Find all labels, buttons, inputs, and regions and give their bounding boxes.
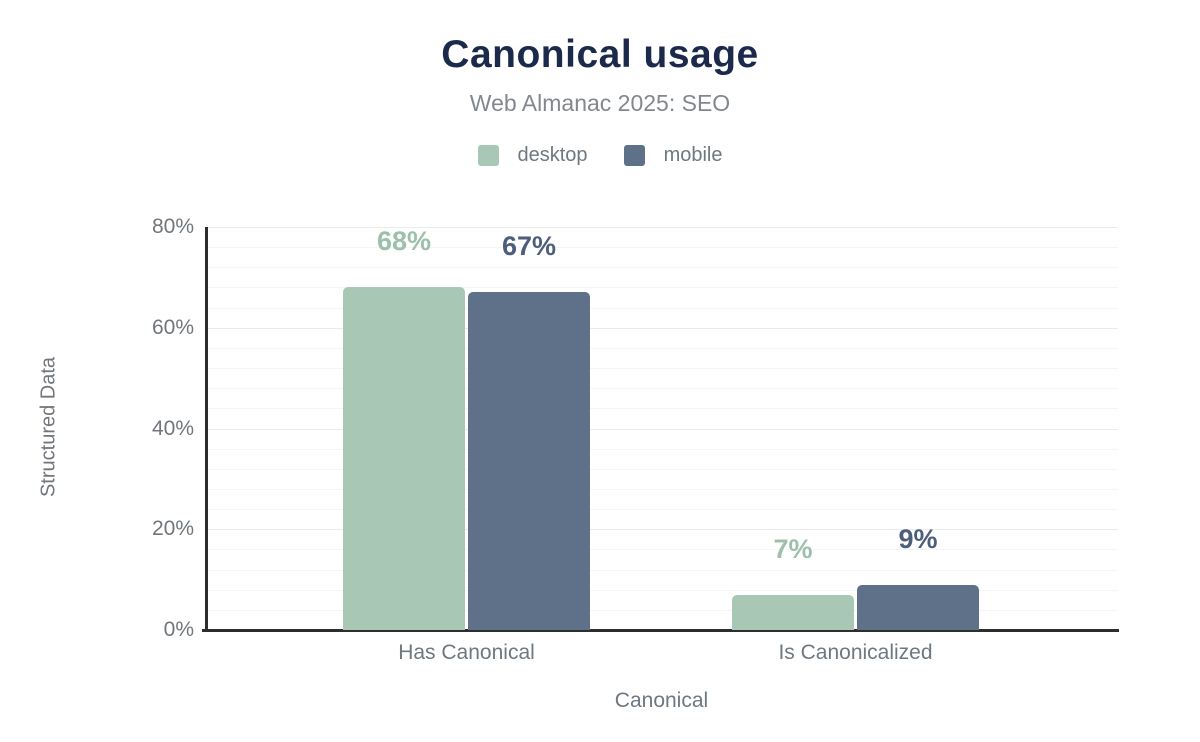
gridline: [206, 227, 1118, 228]
bar-desktop-1: [732, 594, 854, 630]
legend-label-desktop: desktop: [517, 144, 588, 166]
gridline: [206, 267, 1118, 269]
bar-desktop-0: [343, 287, 465, 630]
y-tick-label: 0%: [163, 618, 194, 641]
y-axis-line: [205, 227, 208, 631]
y-tick-label: 80%: [151, 215, 194, 238]
y-tick-label: 40%: [151, 416, 194, 440]
bar-mobile-0: [468, 292, 590, 630]
gridline: [206, 589, 1118, 591]
gridline: [206, 347, 1118, 349]
bar-mobile-1: [857, 584, 979, 630]
legend-item-mobile: mobile: [623, 144, 723, 167]
gridline: [206, 448, 1118, 450]
bar-value-label-desktop-0: 68%: [376, 226, 432, 257]
gridline: [206, 549, 1118, 551]
gridline: [206, 287, 1118, 289]
gridline: [206, 529, 1118, 531]
chart-title: Canonical usage: [441, 33, 759, 76]
gridline: [206, 327, 1118, 329]
gridline: [206, 388, 1118, 390]
y-tick-label: 20%: [151, 517, 194, 541]
gridline: [206, 368, 1118, 370]
gridline: [206, 569, 1118, 571]
legend-swatch-desktop-icon: [477, 145, 499, 166]
gridline: [206, 488, 1118, 490]
legend-swatch-mobile-icon: [623, 145, 645, 166]
x-axis-line: [202, 629, 1119, 632]
gridline: [206, 509, 1118, 511]
gridline: [206, 408, 1118, 410]
bar-value-label-desktop-1: 7%: [773, 533, 813, 564]
gridline: [206, 609, 1118, 611]
gridline: [206, 307, 1118, 309]
y-axis-title: Structured Data: [37, 356, 60, 498]
y-tick-label: 60%: [151, 315, 194, 339]
gridline: [206, 468, 1118, 470]
bar-value-label-mobile-1: 9%: [898, 523, 938, 554]
legend-item-desktop: desktop: [477, 144, 588, 167]
legend-label-mobile: mobile: [663, 144, 723, 166]
x-axis-title: Canonical: [614, 689, 709, 712]
x-tick-label: Has Canonical: [398, 641, 535, 664]
legend: desktop mobile: [0, 144, 1200, 167]
chart-subtitle: Web Almanac 2025: SEO: [469, 90, 731, 116]
bar-value-label-mobile-0: 67%: [501, 231, 557, 262]
gridline: [206, 247, 1118, 249]
x-tick-label: Is Canonicalized: [778, 641, 933, 664]
gridline: [206, 428, 1118, 430]
